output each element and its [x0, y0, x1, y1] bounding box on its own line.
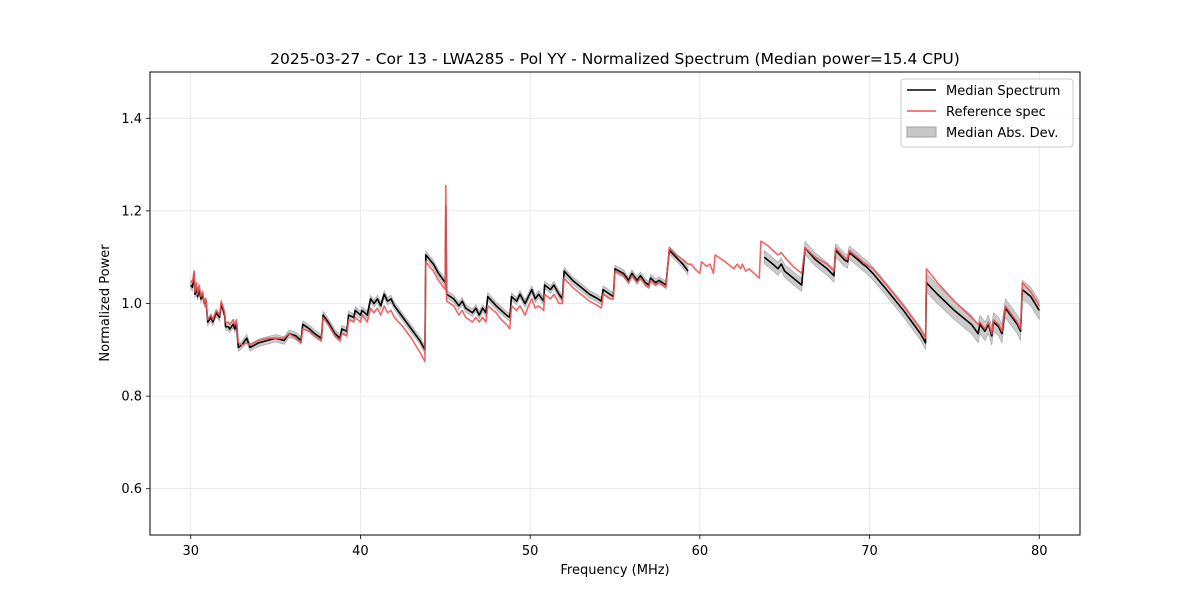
- legend: Median Spectrum Reference spec Median Ab…: [900, 78, 1074, 148]
- median-spectrum-line: [190, 205, 689, 351]
- reference-spec-line: [190, 184, 1040, 363]
- x-tick-label: 50: [522, 544, 539, 559]
- mad-band: [764, 240, 1040, 351]
- x-tick-label: 30: [182, 544, 199, 559]
- legend-box: [900, 78, 1074, 148]
- y-axis-ticks: 0.6 0.8 1.0 1.2 1.4: [121, 112, 150, 497]
- legend-median-label: Median Spectrum: [946, 84, 1060, 99]
- x-tick-label: 80: [1031, 544, 1048, 559]
- y-axis-label: Normalized Power: [98, 244, 113, 362]
- mad-band-group: [190, 202, 1040, 355]
- y-tick-label: 1.4: [121, 112, 142, 127]
- y-tick-label: 0.6: [121, 482, 142, 497]
- legend-reference-label: Reference spec: [946, 105, 1046, 120]
- x-axis-label: Frequency (MHz): [560, 563, 669, 578]
- x-axis-ticks: 30 40 50 60 70 80: [182, 535, 1048, 559]
- x-tick-label: 60: [692, 544, 709, 559]
- y-tick-label: 1.2: [121, 204, 142, 219]
- x-tick-label: 40: [352, 544, 369, 559]
- chart-title: 2025-03-27 - Cor 13 - LWA285 - Pol YY - …: [270, 50, 960, 68]
- legend-mad-swatch: [906, 126, 937, 138]
- x-tick-label: 70: [861, 544, 878, 559]
- y-tick-label: 1.0: [121, 297, 142, 312]
- mad-band: [190, 202, 689, 355]
- reference-spec-group: [190, 184, 1040, 363]
- y-tick-label: 0.8: [121, 390, 142, 405]
- legend-mad-label: Median Abs. Dev.: [946, 126, 1058, 141]
